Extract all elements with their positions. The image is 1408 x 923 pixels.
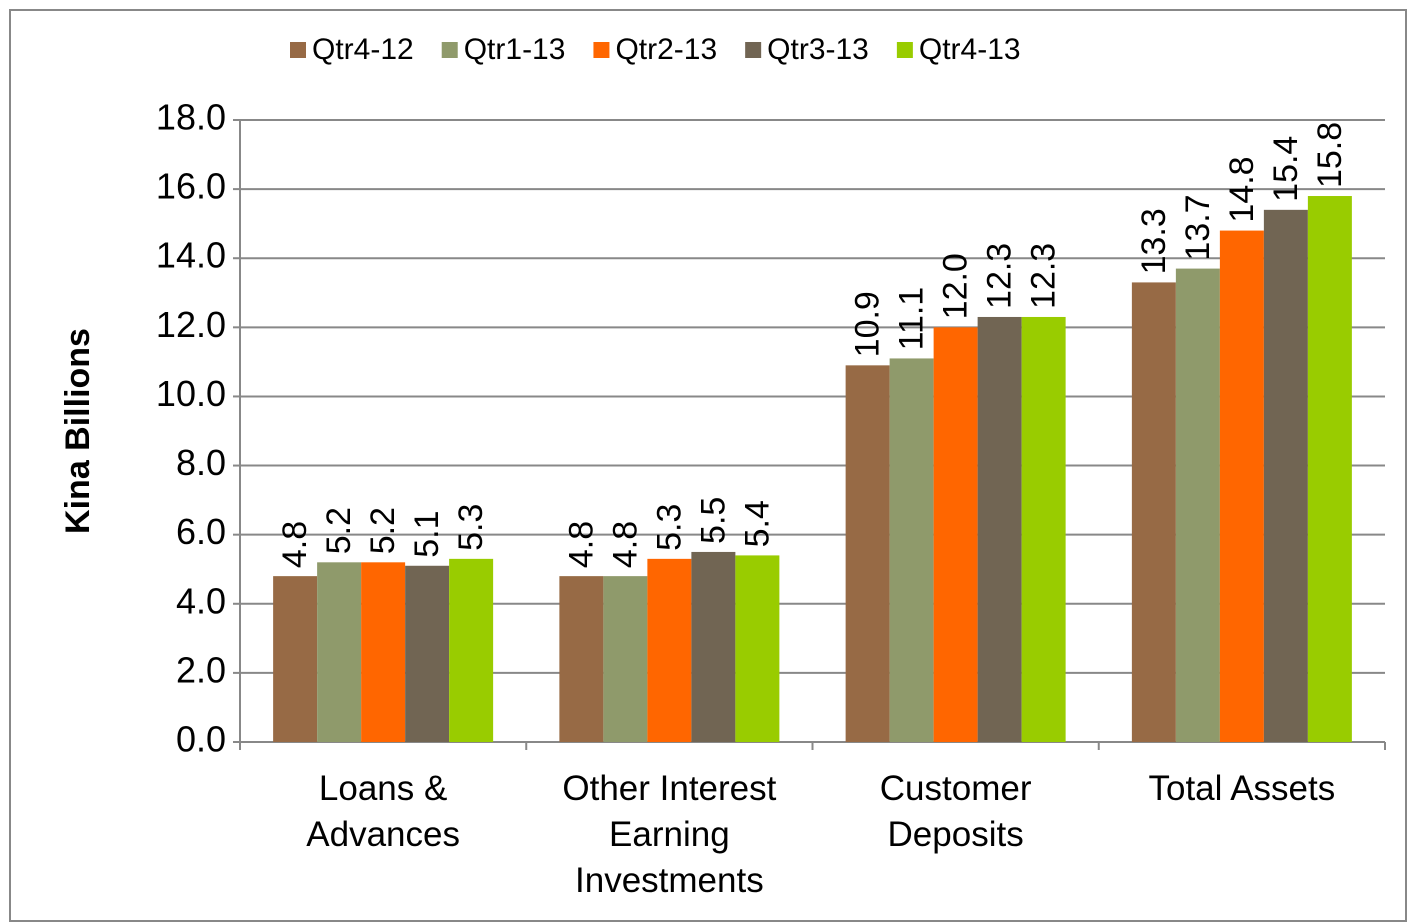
value-label: 5.3 <box>452 504 490 551</box>
legend-label: Qtr2-13 <box>615 33 717 66</box>
value-label: 4.8 <box>562 521 600 568</box>
value-label: 4.8 <box>606 521 644 568</box>
legend-swatch <box>745 42 762 58</box>
y-tick-label: 2.0 <box>176 649 226 690</box>
bar <box>845 365 890 742</box>
bar <box>1307 196 1352 742</box>
y-tick-label: 14.0 <box>156 235 226 276</box>
y-tick-label: 8.0 <box>176 442 226 483</box>
value-label: 14.8 <box>1223 156 1261 222</box>
bar <box>273 576 318 742</box>
value-label: 12.3 <box>981 243 1019 309</box>
legend-label: Qtr3-13 <box>767 33 869 66</box>
bar <box>691 551 736 742</box>
value-label: 5.2 <box>364 507 402 554</box>
value-label: 5.4 <box>738 500 776 547</box>
bar <box>405 565 450 742</box>
value-label: 12.0 <box>937 253 975 319</box>
bar <box>933 327 978 742</box>
bar <box>361 562 406 742</box>
legend-swatch <box>441 42 458 58</box>
bar <box>449 558 494 742</box>
y-tick-label: 10.0 <box>156 373 226 414</box>
bar <box>735 555 780 742</box>
bar <box>977 316 1022 742</box>
value-label: 5.2 <box>320 507 358 554</box>
bar <box>1219 230 1264 743</box>
y-tick-label: 4.0 <box>176 580 226 621</box>
value-label: 11.1 <box>893 287 931 351</box>
value-label: 10.9 <box>849 291 887 357</box>
value-label: 5.5 <box>694 497 732 544</box>
bar <box>559 576 604 742</box>
y-tick-label: 6.0 <box>176 511 226 552</box>
bar <box>889 358 934 742</box>
value-label: 4.8 <box>276 521 314 568</box>
value-label: 5.3 <box>650 504 688 551</box>
bar <box>317 562 362 742</box>
bar <box>1021 316 1066 742</box>
bar <box>1175 268 1220 742</box>
bar <box>1263 209 1308 742</box>
bar <box>603 576 648 742</box>
x-tick-label: Total Assets <box>1148 769 1336 808</box>
value-label: 15.4 <box>1267 136 1305 202</box>
y-tick-label: 18.0 <box>156 97 226 138</box>
legend-swatch <box>896 42 913 58</box>
y-tick-label: 0.0 <box>176 719 226 760</box>
legend-label: Qtr1-13 <box>464 33 566 66</box>
legend-swatch <box>593 42 610 58</box>
y-axis-title: Kina Billions <box>59 328 97 534</box>
value-label: 12.3 <box>1025 243 1063 309</box>
legend-label: Qtr4-12 <box>312 33 414 66</box>
bar <box>647 558 692 742</box>
y-tick-label: 16.0 <box>156 166 226 207</box>
value-label: 5.1 <box>408 511 446 558</box>
y-tick-label: 12.0 <box>156 304 226 345</box>
x-tick-label: Customer Deposits <box>879 769 1032 854</box>
legend-swatch <box>290 42 306 58</box>
value-label: 13.7 <box>1179 194 1217 260</box>
x-tick-label: Other Interest Earning Investments <box>562 769 777 900</box>
legend-label: Qtr4-13 <box>919 33 1021 66</box>
bar <box>1131 282 1176 742</box>
value-label: 15.8 <box>1311 122 1349 188</box>
value-label: 13.3 <box>1135 208 1173 274</box>
x-tick-label: Loans & Advances <box>306 769 460 854</box>
